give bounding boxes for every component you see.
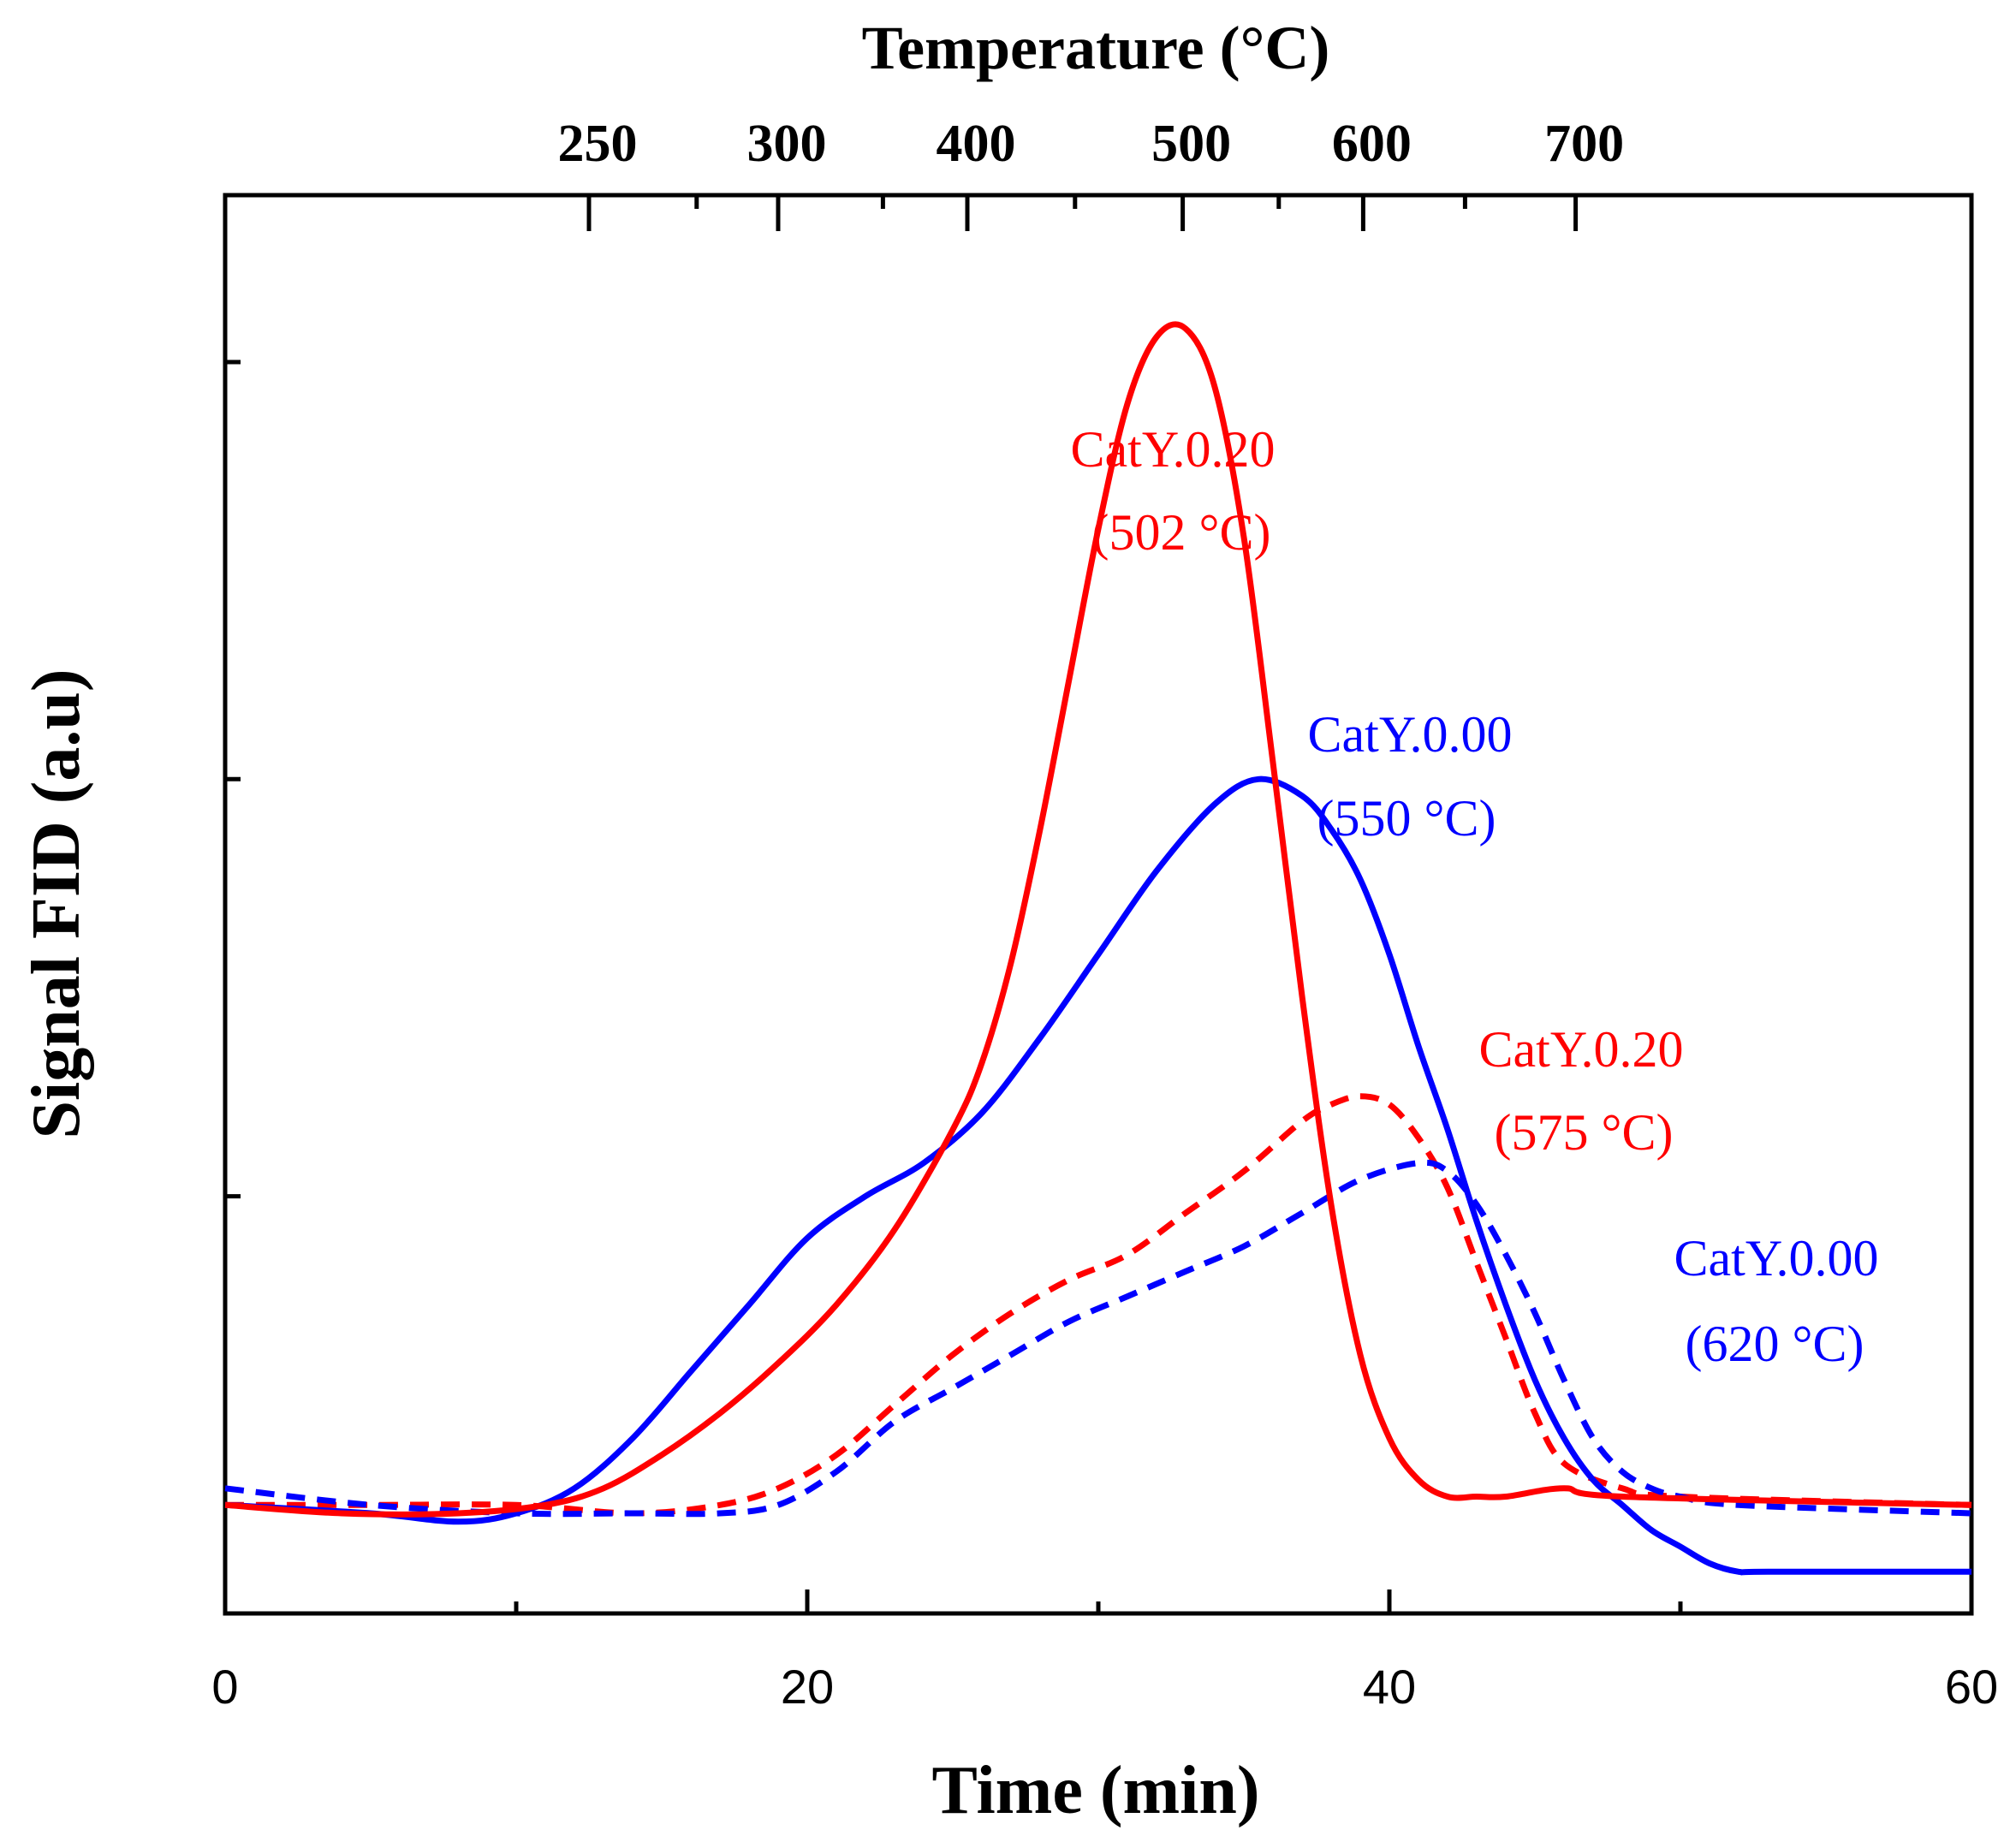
x-axis-title: Time (min) (932, 1753, 1260, 1828)
annotation-cat020-solid-name: CatY.0.20 (1071, 421, 1276, 478)
top-tick-label: 400 (937, 115, 1016, 173)
annotation-cat020-dashed-temp: (575 °C) (1495, 1104, 1674, 1161)
top-tick-label: 300 (747, 115, 827, 173)
x-tick-label: 60 (1945, 1660, 1998, 1714)
top-tick-label: 500 (1151, 115, 1231, 173)
annotation-cat000-solid-name: CatY.0.00 (1308, 706, 1513, 763)
series-line-caty-0-20-dashed (225, 1093, 1972, 1517)
annotation-cat000-solid-temp: (550 °C) (1317, 790, 1496, 847)
series-line-caty-0-20-solid (224, 321, 1972, 1518)
y-axis-title: Signal FID (a.u) (19, 669, 94, 1139)
series-line-caty-0-00-solid (224, 775, 1971, 1576)
x-tick-label: 20 (781, 1660, 834, 1714)
x-tick-label: 0 (211, 1660, 238, 1714)
annotation-cat000-dashed-name: CatY.0.00 (1674, 1230, 1879, 1286)
top-tick-label: 250 (558, 115, 638, 173)
x-axis-ticks: 0 20 40 60 (211, 1589, 1998, 1714)
annotation-cat000-dashed-temp: (620 °C) (1686, 1316, 1864, 1372)
annotation-cat020-solid-temp: (502 °C) (1092, 504, 1271, 561)
annotation-cat020-dashed-name: CatY.0.20 (1479, 1021, 1684, 1078)
top-tick-label: 700 (1544, 115, 1624, 173)
top-axis-title: Temperature (°C) (862, 14, 1330, 82)
y-axis-ticks (225, 359, 241, 1199)
series-line-caty-0-00-dashed (224, 1159, 1972, 1518)
top-axis-ticks: 250 300 400 500 600 700 (558, 115, 1624, 231)
series-layer (224, 321, 1972, 1576)
x-tick-label: 40 (1363, 1660, 1416, 1714)
plot-frame (223, 193, 1974, 1616)
top-tick-label: 600 (1332, 115, 1412, 173)
